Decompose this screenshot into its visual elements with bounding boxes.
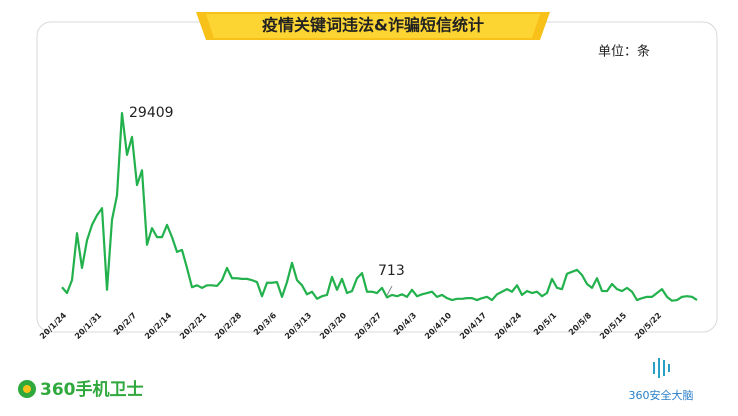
brain-icon (653, 358, 670, 378)
chart-title: 疫情关键词违法&诈骗短信统计 (262, 16, 484, 35)
title-banner-inner (206, 14, 540, 38)
annotation: 29409 (129, 105, 174, 121)
logo-text: 360安全大脑 (629, 388, 694, 402)
annotation: 713 (378, 263, 405, 279)
logo-icon-core (23, 385, 31, 393)
data-line (61, 111, 698, 302)
logo-text: 360手机卫士 (40, 379, 144, 400)
unit-label: 单位：条 (598, 44, 650, 60)
